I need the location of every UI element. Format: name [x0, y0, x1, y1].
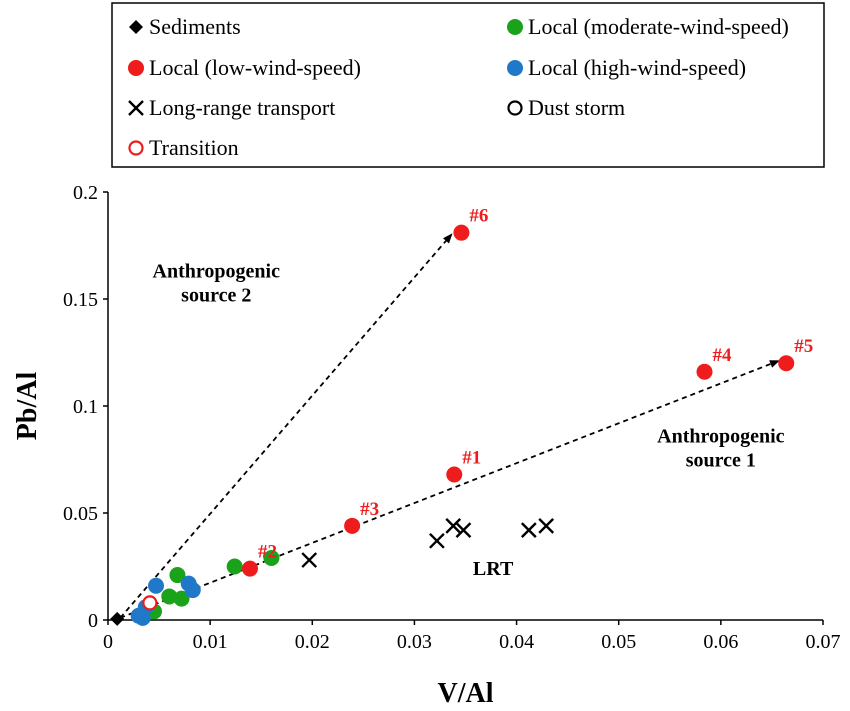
x-tick-label: 0.05: [601, 631, 636, 653]
point-local-high-wind-speed-6: [184, 582, 201, 599]
x-tick-label: 0.04: [499, 631, 534, 653]
point-local-moderate-wind-speed-3: [169, 567, 186, 584]
y-axis-title: Pb/Al: [12, 372, 43, 441]
point-label-n6: #6: [469, 206, 488, 227]
annotation-line: source 2: [181, 285, 251, 307]
x-tick-label: 0.06: [703, 631, 738, 653]
legend-marker-local-high-wind-speed: [507, 60, 523, 76]
point-label-n3: #3: [360, 499, 379, 520]
legend-label-transition: Transition: [149, 135, 239, 160]
axes: 0 0.01 0.02 0.03 0.04 0.05 0.06 0.07 0 0.05 0.1 0.1…: [12, 182, 841, 709]
legend-marker-transition: [128, 140, 144, 156]
annotation-3: LRT: [473, 558, 514, 580]
y-tick-label: 0.05: [63, 503, 98, 525]
data-marks: #2 #3 #1 #4 #5 #6: [110, 206, 813, 626]
legend-marker-local-low-wind-speed: [128, 60, 144, 76]
point-local-moderate-wind-speed-6: [263, 549, 280, 566]
legend-label-local-low-wind-speed: Local (low-wind-speed): [149, 55, 361, 80]
point-long-range-transport-2-stroke-b: [429, 532, 445, 549]
x-tick-label: 0.02: [295, 631, 330, 653]
point-local-low-wind-speed-2: [344, 517, 361, 534]
y-tick-label: 0.2: [73, 182, 98, 204]
legend-label-sediments: Sediments: [149, 14, 241, 39]
y-tick-label: 0: [88, 610, 98, 632]
annotation-line: source 1: [686, 449, 756, 471]
x-axis-title: V/Al: [438, 678, 494, 709]
point-long-range-transport-6: [538, 517, 555, 534]
point-transition-1: [142, 595, 158, 611]
annotation-2: Anthropogenic source 1: [657, 425, 785, 471]
point-local-moderate-wind-speed-2: [161, 588, 178, 605]
point-label-n1: #1: [462, 447, 481, 468]
point-local-low-wind-speed-1: [241, 560, 258, 577]
point-long-range-transport-3-stroke-b: [445, 517, 462, 534]
point-long-range-transport-5-stroke-b: [520, 522, 537, 538]
legend-box: [111, 2, 825, 168]
y-tick-label: 0.1: [73, 396, 98, 418]
point-label-n2: #2: [258, 542, 277, 563]
point-label-n5: #5: [794, 336, 813, 357]
point-long-range-transport-4: [455, 522, 472, 538]
trend-arrows: [119, 233, 780, 619]
point-long-range-transport-4-stroke-b: [455, 522, 472, 538]
legend-marker-sediments: [129, 20, 143, 34]
legend: Sediments Local (moderate-wind-speed) Loca…: [111, 2, 825, 168]
legend-marker-long-range-transport-stroke-b: [128, 100, 144, 116]
point-local-low-wind-speed-5: [778, 355, 795, 372]
point-long-range-transport-5: [520, 522, 537, 538]
legend-label-dust-storm: Dust storm: [528, 95, 625, 120]
x-tick-label: 0.01: [193, 631, 228, 653]
y-tick-label: 0.15: [63, 289, 98, 311]
x-tick-label: 0: [103, 631, 113, 653]
point-local-moderate-wind-speed-4: [173, 590, 190, 607]
point-label-n4: #4: [713, 345, 733, 366]
point-long-range-transport-3: [445, 517, 462, 534]
point-local-moderate-wind-speed-5: [226, 558, 243, 575]
point-sediments-1: [110, 611, 125, 626]
point-local-high-wind-speed-4: [148, 577, 165, 594]
annotation-line: Anthropogenic: [657, 425, 785, 447]
point-local-low-wind-speed-4: [696, 363, 713, 380]
annotation-line: LRT: [473, 558, 514, 580]
point-long-range-transport-2: [429, 532, 445, 549]
trend-arrow-2: [119, 360, 780, 619]
point-local-low-wind-speed-3: [446, 466, 463, 483]
x-tick-label: 0.03: [397, 631, 432, 653]
legend-label-local-moderate-wind-speed: Local (moderate-wind-speed): [528, 14, 789, 39]
annotation-line: Anthropogenic: [153, 261, 281, 283]
point-local-low-wind-speed-6: [453, 224, 470, 241]
trend-arrow-1: [119, 233, 453, 619]
legend-marker-long-range-transport: [128, 100, 144, 116]
legend-marker-dust-storm: [507, 100, 523, 116]
point-long-range-transport-1: [301, 552, 318, 568]
legend-label-local-high-wind-speed: Local (high-wind-speed): [528, 55, 746, 80]
x-tick-label: 0.07: [806, 631, 841, 653]
legend-marker-local-moderate-wind-speed: [507, 19, 523, 35]
point-long-range-transport-1-stroke-b: [301, 552, 318, 568]
annotation-1: Anthropogenic source 2: [153, 261, 281, 307]
point-long-range-transport-6-stroke-b: [538, 517, 555, 534]
legend-label-long-range-transport: Long-range transport: [149, 95, 335, 120]
